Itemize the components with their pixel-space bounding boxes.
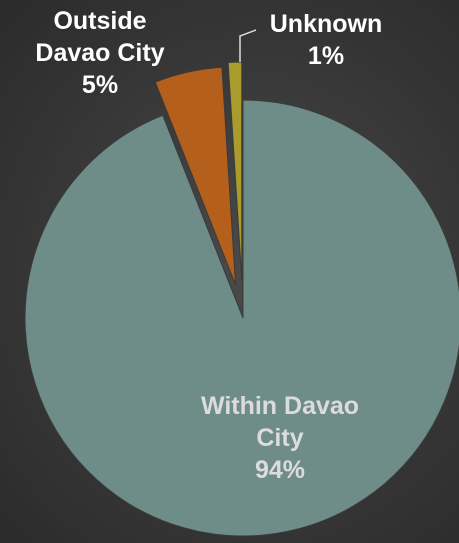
slice-label: Unknown 1% bbox=[251, 8, 401, 72]
pie-slice bbox=[154, 66, 237, 286]
leader-line bbox=[239, 29, 257, 62]
category-label: Outside Davao City bbox=[35, 7, 165, 67]
pie-slice bbox=[227, 61, 243, 281]
slice-label: Outside Davao City 5% bbox=[15, 5, 185, 101]
value-label: 94% bbox=[254, 456, 306, 484]
value-label: 1% bbox=[307, 42, 345, 70]
category-label: Within Davao City bbox=[200, 392, 360, 452]
slice-label: Within Davao City 94% bbox=[195, 390, 365, 486]
value-label: 5% bbox=[81, 71, 119, 99]
pie-slice bbox=[24, 99, 459, 537]
category-label: Unknown bbox=[269, 10, 383, 38]
